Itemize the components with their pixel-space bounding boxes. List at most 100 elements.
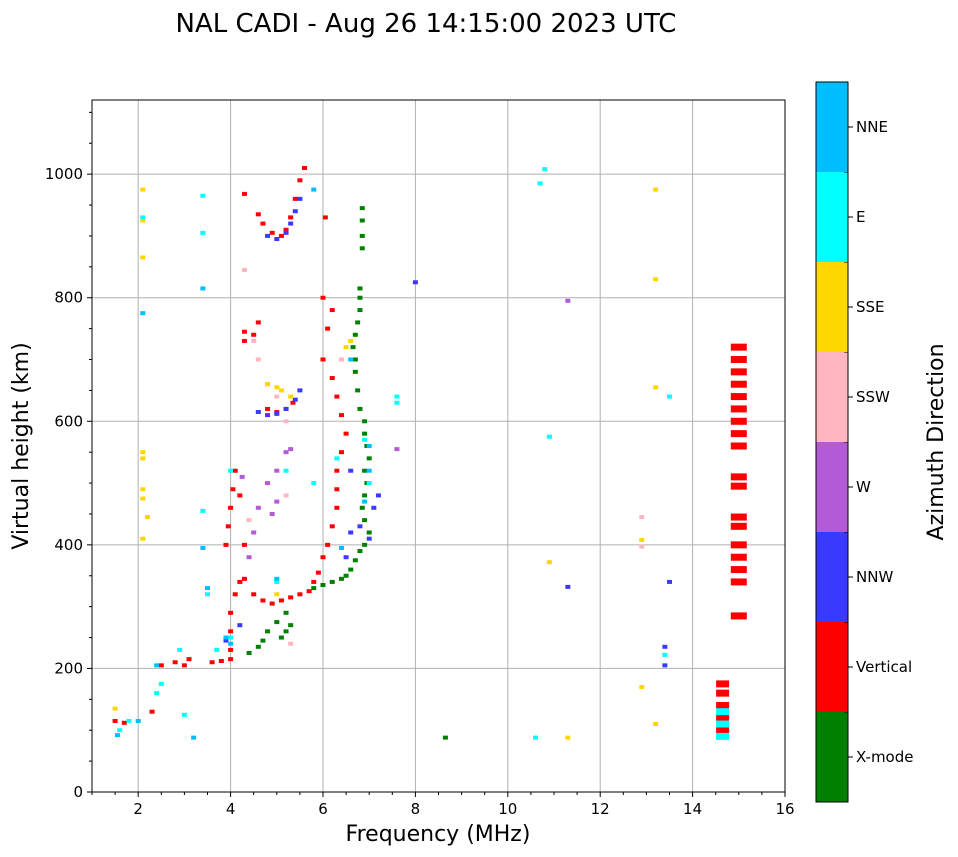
data-point-nne — [140, 311, 146, 316]
data-point-vertical — [181, 663, 187, 668]
data-point-vertical — [320, 357, 326, 362]
colorbar: X-mode Vertical NNW W SSW SSE E NNE — [815, 81, 913, 803]
data-point-nnw — [237, 623, 243, 628]
data-point-x-mode — [357, 286, 363, 291]
colorbar-segment — [816, 262, 848, 352]
colorbar-label: Vertical — [856, 658, 912, 676]
data-point-vertical — [241, 542, 247, 547]
data-point-vertical — [260, 598, 266, 603]
data-point-ssw — [274, 394, 280, 399]
data-point-nnw — [343, 555, 349, 560]
data-point-vertical — [241, 329, 247, 334]
data-point-nne — [362, 499, 368, 504]
data-point-x-mode — [357, 295, 363, 300]
data-point-sse — [565, 735, 571, 740]
data-point-ssw — [241, 267, 247, 272]
data-point-e — [283, 468, 289, 473]
data-point-x-mode — [352, 332, 358, 337]
data-point-x-mode — [348, 567, 354, 572]
data-point-x-mode — [357, 549, 363, 554]
data-point-vertical — [241, 191, 247, 196]
data-point-vertical — [237, 493, 243, 498]
data-point-e — [542, 167, 548, 172]
data-point-x-mode — [288, 623, 294, 628]
data-point-vertical — [730, 522, 747, 530]
data-point-nne — [338, 545, 344, 550]
data-point-vertical — [255, 320, 261, 325]
data-point-sse — [140, 450, 146, 455]
data-point-x-mode — [352, 357, 358, 362]
data-point-e — [158, 681, 164, 686]
data-point-x-mode — [352, 558, 358, 563]
data-point-x-mode — [352, 369, 358, 374]
data-point-nnw — [366, 536, 372, 541]
data-point-e — [177, 647, 183, 652]
data-point-nne — [191, 735, 197, 740]
data-point-vertical — [209, 660, 215, 665]
data-point-vertical — [334, 487, 340, 492]
data-point-nnw — [667, 579, 672, 584]
data-point-vertical — [269, 230, 275, 235]
data-point-x-mode — [343, 573, 349, 578]
x-tick-label: 4 — [226, 800, 236, 818]
data-point-vertical — [306, 589, 312, 594]
x-tick-label: 12 — [591, 800, 610, 818]
data-point-vertical — [251, 592, 257, 597]
data-point-x-mode — [355, 320, 361, 325]
colorbar-label: SSE — [856, 298, 885, 316]
plot-frame — [91, 99, 786, 793]
data-point-vertical — [237, 579, 243, 584]
colorbar-segment — [816, 532, 848, 622]
data-point-e — [394, 400, 400, 405]
chart-title: NAL CADI - Aug 26 14:15:00 2023 UTC — [176, 9, 677, 39]
data-point-nne — [311, 187, 317, 192]
data-point-x-mode — [283, 610, 289, 615]
colorbar-label: X-mode — [856, 748, 913, 766]
data-point-e — [716, 732, 730, 740]
data-point-w — [274, 468, 280, 473]
data-point-e — [662, 652, 668, 657]
data-point-vertical — [278, 598, 284, 603]
data-point-vertical — [325, 542, 331, 547]
data-point-vertical — [172, 660, 178, 665]
data-point-vertical — [255, 212, 261, 217]
data-point-sse — [639, 684, 645, 689]
data-point-nnw — [662, 663, 668, 668]
data-point-vertical — [730, 380, 747, 388]
data-point-e — [140, 215, 146, 220]
data-point-ssw — [283, 419, 289, 424]
data-point-vertical — [730, 513, 747, 521]
data-point-nne — [135, 718, 141, 723]
data-point-x-mode — [442, 735, 448, 740]
data-point-x-mode — [362, 468, 368, 473]
data-point-nnw — [283, 406, 289, 411]
colorbar-segment — [816, 712, 848, 802]
data-point-ssw — [338, 357, 344, 362]
data-point-sse — [343, 345, 349, 350]
data-point-nnw — [371, 505, 377, 510]
data-point-sse — [278, 388, 284, 393]
data-point-x-mode — [362, 542, 368, 547]
data-point-vertical — [338, 413, 344, 418]
data-point-vertical — [241, 338, 247, 343]
data-point-vertical — [290, 400, 296, 405]
data-point-vertical — [730, 541, 747, 549]
data-point-vertical — [730, 442, 747, 450]
data-point-vertical — [730, 393, 747, 401]
data-point-w — [265, 481, 271, 486]
data-point-nne — [366, 444, 372, 448]
data-point-vertical — [730, 417, 747, 425]
y-tick-label: 1000 — [45, 165, 83, 183]
data-point-ssw — [255, 357, 261, 362]
data-point-sse — [140, 536, 146, 541]
data-point-e — [181, 712, 187, 717]
data-point-vertical — [230, 487, 236, 492]
data-point-vertical — [297, 178, 303, 183]
data-point-vertical — [265, 406, 271, 411]
data-points — [112, 165, 747, 740]
y-axis-ticks: 0 200 400 600 800 1000 — [45, 111, 92, 801]
data-point-w — [274, 499, 280, 504]
data-point-e — [366, 481, 372, 486]
data-point-nne — [274, 576, 280, 581]
data-point-nnw — [265, 413, 271, 418]
